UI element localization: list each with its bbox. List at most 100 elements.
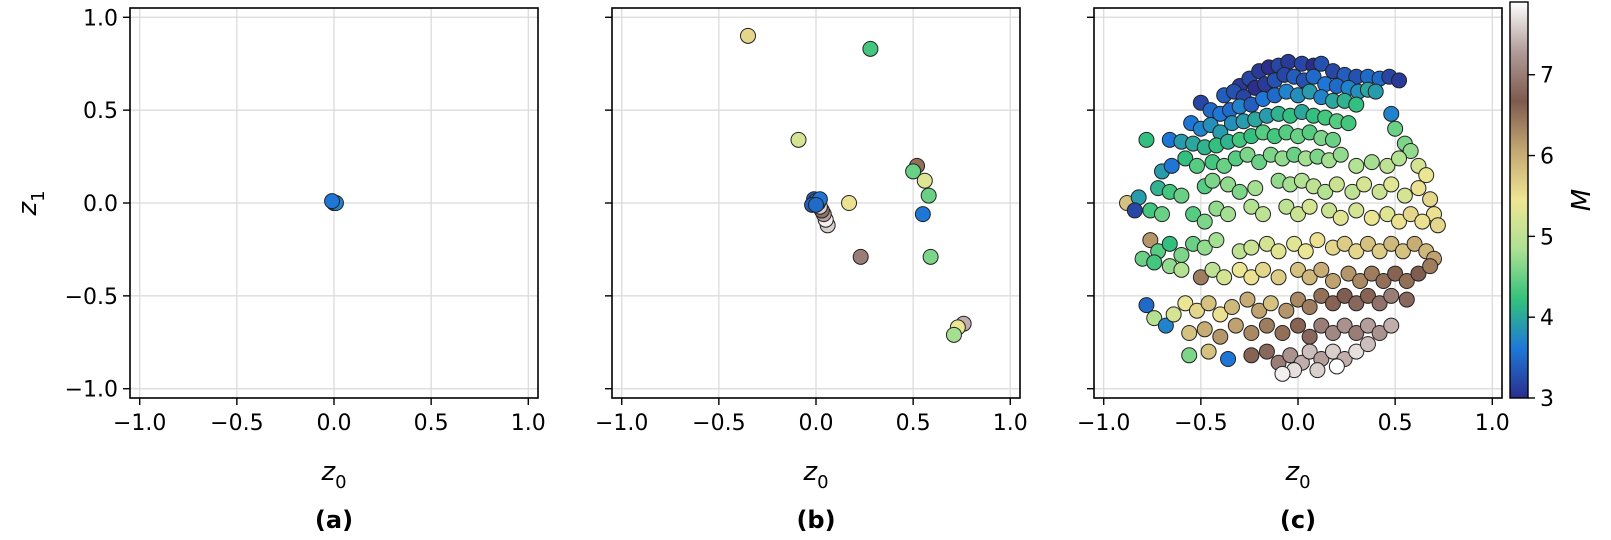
scatter-point xyxy=(1321,202,1338,219)
y-tick-label: 0.5 xyxy=(83,99,118,124)
scatter-point xyxy=(1220,351,1237,367)
scatter-point xyxy=(1146,254,1163,271)
scatter-point xyxy=(1204,261,1221,278)
scatter-point xyxy=(1200,295,1217,312)
scatter-point xyxy=(1371,325,1388,341)
scatter-point xyxy=(1383,317,1400,334)
panel-a: −1.0 −0.5 0.0 0.5 1.0 −1.0 −0.5 0.0 0.5 1.0 z0 z1 (a… xyxy=(13,6,546,534)
scatter-point xyxy=(1278,302,1295,319)
scatter-point xyxy=(1348,202,1365,219)
scatter-point xyxy=(1332,146,1349,163)
scatter-point xyxy=(1231,183,1248,200)
scatter-point xyxy=(1340,265,1357,282)
panel-label: (c) xyxy=(1280,506,1316,534)
scatter-point xyxy=(1301,299,1318,315)
x-tick-label: 0.5 xyxy=(896,411,931,436)
scatter-point xyxy=(1348,157,1365,174)
scatter-point xyxy=(1301,343,1318,360)
scatter-point xyxy=(1422,258,1439,275)
scatter-point xyxy=(1258,343,1275,360)
scatter-point xyxy=(1181,347,1198,364)
scatter-point xyxy=(1204,172,1221,189)
scatter-point xyxy=(1290,317,1306,334)
scatter-point xyxy=(808,196,824,213)
scatter-point xyxy=(1282,347,1299,364)
scatter-point xyxy=(841,195,858,211)
scatter-point xyxy=(1348,295,1365,312)
panel-label: (a) xyxy=(315,506,353,534)
x-tick-label: 0.0 xyxy=(799,411,834,436)
scatter-point xyxy=(1391,150,1408,167)
x-tick-label: −1.0 xyxy=(1077,411,1130,436)
scatter-point xyxy=(1418,167,1435,184)
scatter-point xyxy=(1146,310,1163,327)
scatter-point xyxy=(1394,243,1411,260)
scatter-point xyxy=(1375,273,1392,289)
scatter-point xyxy=(1313,317,1330,334)
scatter-point xyxy=(1305,68,1322,85)
scatter-point xyxy=(916,172,933,189)
scatter-point xyxy=(1286,235,1303,252)
scatter-point xyxy=(324,193,341,210)
scatter-point xyxy=(1396,187,1413,204)
scatter-point xyxy=(1208,232,1225,249)
scatter-point xyxy=(1391,213,1408,230)
scatter-point xyxy=(1410,180,1427,197)
y-tick-label: 0.0 xyxy=(83,192,118,217)
colorbar-tick-label: 5 xyxy=(1540,225,1554,250)
scatter-point xyxy=(1391,72,1408,89)
x-tick-label: 1.0 xyxy=(993,411,1028,436)
scatter-point xyxy=(1324,343,1341,360)
scatter-point xyxy=(862,40,879,57)
scatter-point xyxy=(1309,362,1326,379)
scatter-point xyxy=(1258,235,1275,252)
scatter-point xyxy=(1336,317,1353,334)
scatter-point xyxy=(1359,235,1376,252)
scatter-point xyxy=(1212,328,1229,345)
scatter-point xyxy=(922,248,939,265)
scatter-point xyxy=(1367,83,1384,100)
scatter-point xyxy=(1324,273,1341,289)
x-tick-label: −0.5 xyxy=(210,411,263,436)
scatter-point xyxy=(1336,287,1353,304)
scatter-points xyxy=(1119,53,1446,382)
scatter-point xyxy=(1340,115,1357,132)
x-tick-label: 1.0 xyxy=(1475,411,1510,436)
scatter-point xyxy=(1297,243,1314,260)
panel-c: −1.0 −0.5 0.0 0.5 1.0 z0 (c) xyxy=(1077,7,1510,534)
scatter-point xyxy=(1348,243,1365,260)
scatter-point xyxy=(1126,202,1143,219)
scatter-point xyxy=(1406,235,1423,252)
scatter-point xyxy=(1173,261,1190,278)
scatter-point xyxy=(1274,365,1291,382)
scatter-point xyxy=(1359,336,1376,353)
scatter-point xyxy=(1274,325,1291,341)
scatter-point xyxy=(1220,176,1237,193)
scatter-point xyxy=(1177,150,1194,167)
scatter-point xyxy=(1185,206,1202,223)
scatter-point xyxy=(1243,347,1260,364)
scatter-point xyxy=(1309,232,1326,249)
scatter-point xyxy=(1227,317,1244,334)
x-tick-label: −0.5 xyxy=(1174,411,1227,436)
scatter-point xyxy=(1379,157,1396,174)
scatter-point xyxy=(1165,306,1182,323)
scatter-point xyxy=(852,248,869,265)
scatter-point xyxy=(1363,209,1380,226)
scatter-point xyxy=(1414,213,1431,230)
scatter-point xyxy=(1371,295,1388,312)
scatter-point xyxy=(1157,317,1174,334)
scatter-point xyxy=(1196,321,1213,338)
scatter-point xyxy=(1188,157,1205,174)
scatter-point xyxy=(1324,325,1341,341)
scatter-point xyxy=(1313,261,1330,278)
scatter-point xyxy=(1231,261,1248,278)
scatter-point xyxy=(1163,157,1180,174)
scatter-point xyxy=(1328,176,1345,193)
colorbar-tick-label: 4 xyxy=(1540,306,1554,331)
x-tick-label: 0.5 xyxy=(414,411,449,436)
scatter-point xyxy=(1278,198,1295,215)
colorbar-tick-label: 7 xyxy=(1540,64,1554,89)
scatter-point xyxy=(1336,235,1353,252)
